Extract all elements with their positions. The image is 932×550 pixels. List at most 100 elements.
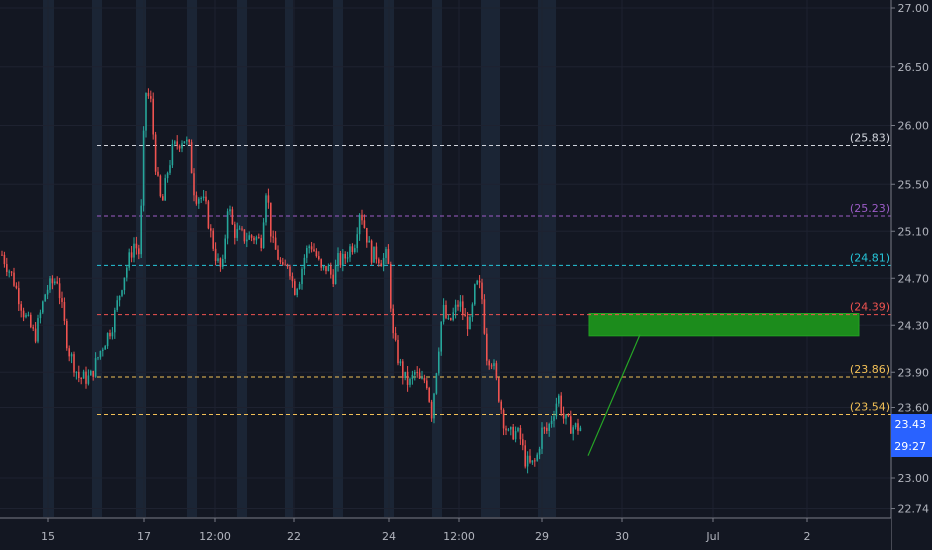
candle-body [193,173,195,196]
candle-body [313,249,315,252]
candle-body [390,263,392,309]
projection-line[interactable] [587,334,641,456]
candle-body [517,428,519,432]
candle-body [22,310,25,318]
candle-body [75,371,78,373]
candle-body [154,134,157,172]
candle-body [207,201,210,229]
candle-body [330,265,332,275]
time-axis[interactable]: 15 17 12:00 22 24 12:00 29 30 Jul 2 [0,517,891,550]
time-tick-label: 12:00 [199,530,231,543]
candle-body [538,448,541,455]
candle-body [526,455,529,467]
candle-body [274,237,277,250]
candle-body [34,328,37,342]
candle-body [334,265,337,285]
candle-body [61,298,63,302]
candle-body [370,240,373,263]
time-tick-label: 17 [137,530,151,543]
candle-body [414,371,416,375]
candle-body [565,414,567,419]
candle-body [560,395,562,414]
candle-body [301,268,303,285]
level-label: (24.39) [850,301,890,314]
price-axis[interactable]: 27.00 26.50 26.00 25.50 25.10 24.70 24.30 23.90… [890,0,932,550]
candle-body [99,350,102,358]
candle-body [114,310,116,333]
candle-body [471,304,474,318]
candle-body [181,143,183,149]
candles [1,88,582,474]
price-tick-label: 22.74 [898,503,930,516]
candle-body [498,378,500,402]
candle-body [500,401,502,410]
target-zone[interactable] [588,313,860,337]
candle-body [200,198,202,200]
candle-body [214,248,217,261]
candle-body [298,284,301,289]
candle-body [267,195,270,203]
candle-body [198,198,200,204]
level-lines[interactable] [97,144,891,416]
candle-body [32,327,34,329]
candle-body [58,283,61,299]
candle-body [378,259,380,264]
price-tick-label: 23.90 [898,366,930,379]
price-tick-label: 23.00 [898,472,930,485]
candle-body [104,346,106,350]
candle-body [394,333,397,340]
projection-trendline[interactable] [587,334,641,456]
candle-body [502,409,505,429]
candle-body [303,257,306,269]
candle-body [476,280,478,285]
candle-body [219,258,222,267]
candle-body [130,252,133,258]
candle-body [286,264,289,267]
candle-body [258,237,260,239]
candle-body [423,377,426,381]
candle-body [442,304,445,322]
session-band [237,0,247,517]
candle-body [56,281,58,284]
session-band [187,0,197,517]
candle-body [142,130,145,206]
candle-body [344,253,346,259]
candle-body [25,314,27,318]
target-zone-rect[interactable] [588,313,860,337]
time-tick-label: 22 [287,530,301,543]
candle-body [464,314,466,317]
candle-body [541,427,543,449]
candle-body [519,428,522,440]
candle-body [522,439,524,446]
candle-body [512,426,514,440]
candle-body [478,280,481,283]
candle-body [243,229,246,242]
candle-body [481,282,483,300]
candle-body [212,230,214,249]
candle-body [445,304,447,319]
price-tick-label: 24.70 [898,272,930,285]
candle-body [236,229,238,238]
candle-body [126,267,128,278]
session-band [92,0,102,517]
candle-body [327,265,330,272]
candle-body [325,265,327,272]
candle-body [92,370,94,377]
candle-body [430,401,433,419]
candle-body [30,314,32,328]
candle-body [562,413,565,419]
candle-body [13,272,15,286]
candle-body [68,348,70,357]
candle-body [162,196,164,201]
candle-body [399,361,402,364]
candle-body [315,251,318,257]
candle-body [349,246,351,258]
candle-body [116,300,118,311]
session-band [481,0,500,517]
candle-body [51,278,54,284]
candle-body [145,92,147,131]
candle-body [226,211,229,239]
candle-body [37,318,39,342]
